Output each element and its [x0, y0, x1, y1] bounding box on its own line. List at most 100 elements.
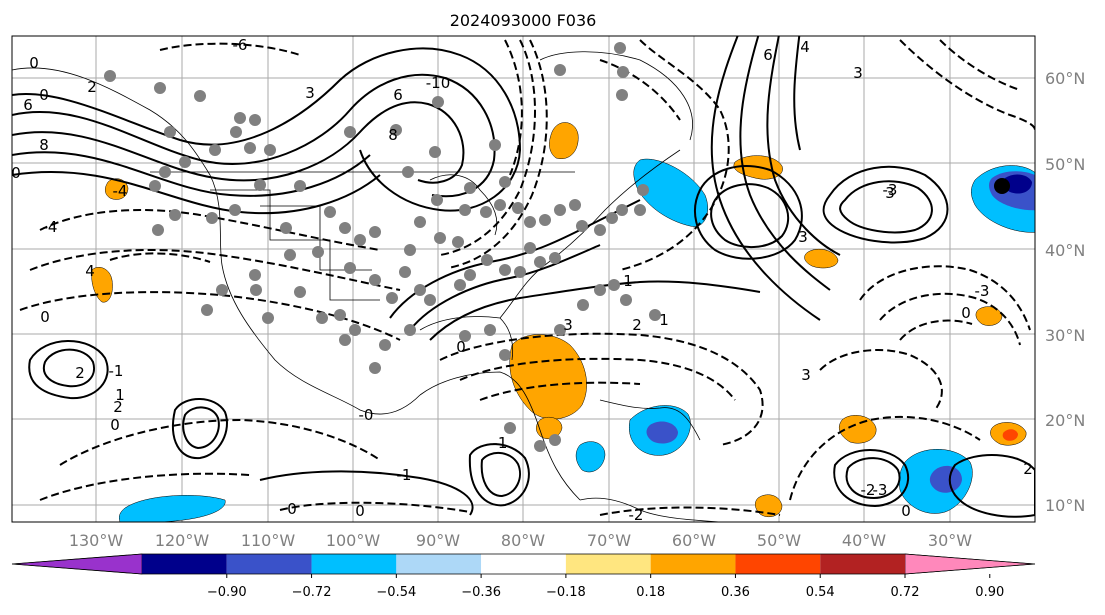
colorbar-segment	[481, 554, 566, 574]
station-dot	[250, 284, 262, 296]
station-dot	[554, 324, 566, 336]
colorbar-segment	[142, 554, 227, 574]
contour-label: -1	[109, 362, 124, 380]
lon-labels: 130°W 120°W 110°W 100°W 90°W 80°W 70°W 6…	[69, 531, 972, 550]
contour-label: 0	[456, 338, 466, 356]
station-dot	[539, 214, 551, 226]
station-dot	[209, 144, 221, 156]
station-dot	[480, 206, 492, 218]
station-dot	[154, 82, 166, 94]
station-dot	[577, 299, 589, 311]
contour-label: 2	[1023, 460, 1033, 478]
shade-blue-region	[118, 495, 226, 522]
station-dot	[454, 279, 466, 291]
station-dot	[369, 226, 381, 238]
contour-label: 0	[355, 502, 365, 520]
contour-label: 2	[632, 316, 642, 334]
station-dot	[404, 244, 416, 256]
colorbar-tick-label: −0.36	[461, 585, 501, 600]
contour-label: -10	[426, 74, 451, 92]
station-dot	[549, 434, 561, 446]
station-dot	[369, 362, 381, 374]
shade-navy-region	[1002, 174, 1032, 194]
shade-orange-region	[105, 178, 129, 200]
colorbar-segment	[820, 554, 905, 574]
contour-label: 3	[798, 228, 808, 246]
colorbar-tick-label: −0.72	[292, 585, 332, 600]
contour-label: 1	[115, 386, 125, 404]
station-dot	[608, 279, 620, 291]
station-dot	[344, 262, 356, 274]
shade-red-region	[1002, 429, 1018, 441]
station-dot	[554, 64, 566, 76]
contour-label: -6	[233, 36, 248, 54]
shade-blue-region	[575, 441, 606, 473]
lon-label: 70°W	[587, 531, 631, 550]
lon-label: 80°W	[501, 531, 545, 550]
contour-label: -3	[873, 481, 888, 499]
colorbar-segment	[650, 554, 736, 574]
contour-label: 8	[388, 126, 398, 144]
colorbar-arrow-left	[11, 553, 143, 575]
station-dot	[280, 222, 292, 234]
station-dot	[494, 199, 506, 211]
contour-label: -4	[113, 182, 128, 200]
lon-label: 120°W	[155, 531, 210, 550]
station-dot	[201, 304, 213, 316]
station-dot	[344, 126, 356, 138]
lat-label: 30°N	[1045, 326, 1085, 345]
station-dot	[339, 334, 351, 346]
station-dot	[434, 232, 446, 244]
contour-label: -0	[359, 406, 374, 424]
station-dot	[424, 294, 436, 306]
station-dot	[432, 96, 444, 108]
station-dot	[554, 204, 566, 216]
colorbar-segment	[735, 554, 821, 574]
colorbar: −0.90 −0.72 −0.54 −0.36 −0.18 0.18 0.36 0.54 0.7…	[11, 553, 1036, 600]
shade-orange-region	[755, 494, 783, 517]
station-dot	[524, 242, 536, 254]
station-dot	[159, 166, 171, 178]
station-dot	[216, 284, 228, 296]
lat-label: 40°N	[1045, 241, 1085, 260]
station-dot	[379, 339, 391, 351]
station-dot	[617, 66, 629, 78]
contour-label: 3	[801, 366, 811, 384]
shade-orange-region	[804, 249, 839, 269]
station-dot	[316, 312, 328, 324]
station-dot	[594, 284, 606, 296]
station-dot	[404, 324, 416, 336]
contours	[12, 36, 1035, 518]
station-dot	[254, 179, 266, 191]
contour-label: -2	[629, 506, 644, 524]
colorbar-arrow-right	[904, 553, 1036, 575]
contour-label: -3	[883, 181, 898, 199]
contour-label: -4	[43, 218, 58, 236]
coastlines	[12, 51, 721, 522]
station-dot	[431, 194, 443, 206]
contour-label: 6	[393, 86, 403, 104]
contour-label: 2	[113, 398, 123, 416]
station-dot	[459, 204, 471, 216]
colorbar-segment	[565, 554, 651, 574]
station-dot	[569, 199, 581, 211]
contour-label: 6	[23, 96, 33, 114]
station-dot	[294, 286, 306, 298]
contour-label: 3	[885, 184, 895, 202]
station-dot	[402, 166, 414, 178]
station-dot	[169, 209, 181, 221]
station-dot	[230, 126, 242, 138]
station-dot	[464, 182, 476, 194]
station-dot	[512, 202, 524, 214]
contour-label: 0	[29, 54, 39, 72]
contour-label: 4	[85, 262, 95, 280]
colorbar-tick-label: −0.54	[376, 585, 416, 600]
contour-label: 3	[305, 84, 315, 102]
station-dot	[464, 269, 476, 281]
map-frame	[11, 35, 1036, 523]
station-dot	[414, 216, 426, 228]
lon-label: 100°W	[326, 531, 381, 550]
